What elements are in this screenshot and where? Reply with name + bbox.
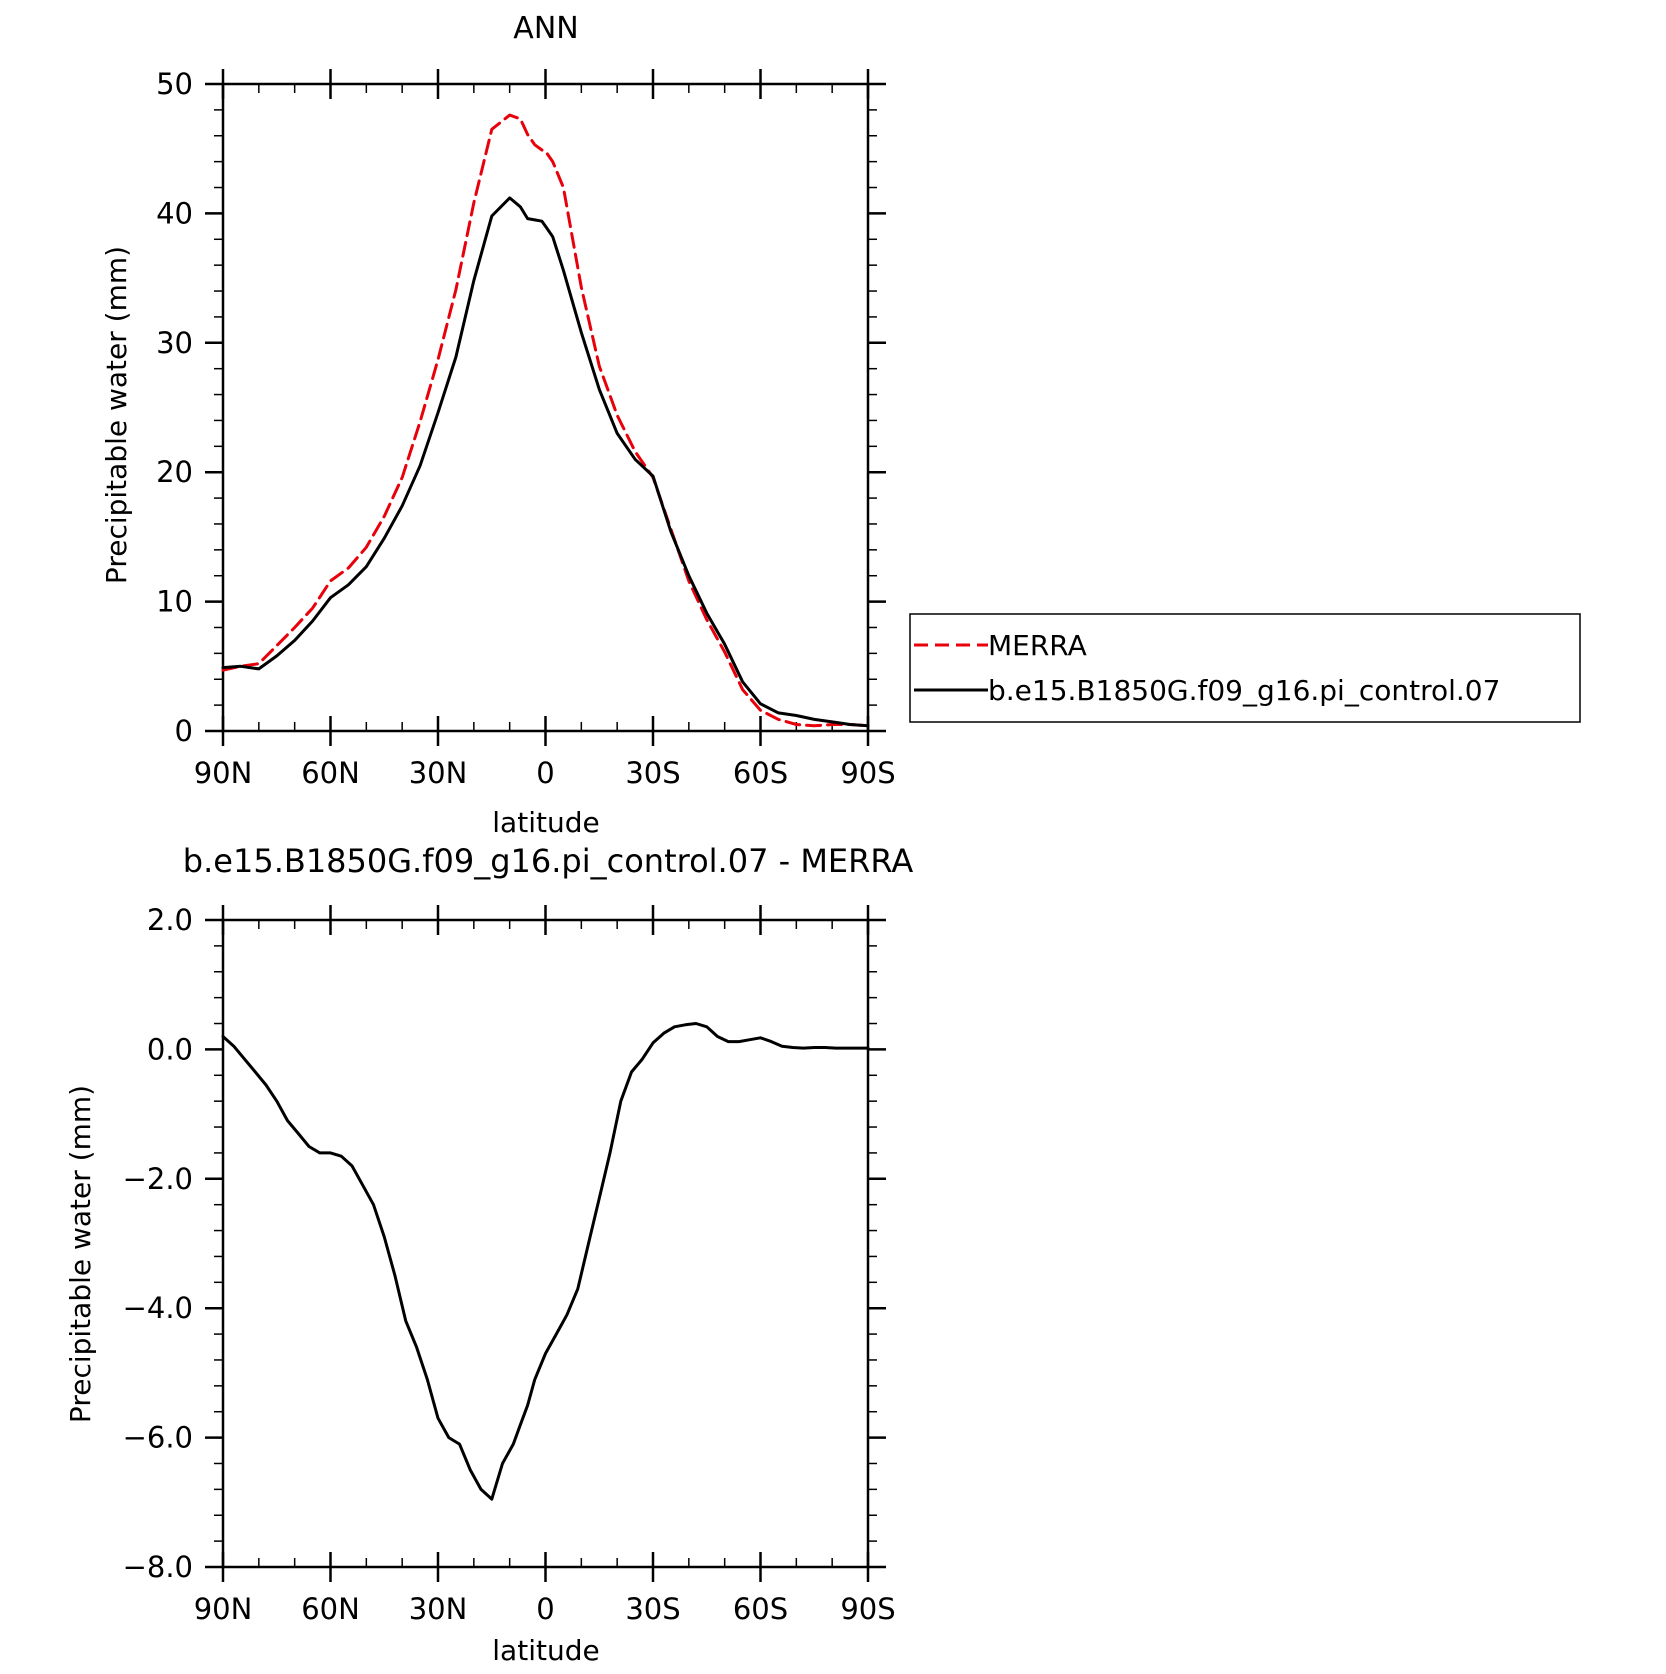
bottom-x-tick-label: 60S bbox=[733, 1592, 788, 1626]
top-y-tick-label: 40 bbox=[156, 196, 193, 230]
top-y-tick-label: 30 bbox=[156, 326, 193, 360]
top-x-tick-label: 0 bbox=[536, 756, 554, 790]
bottom-x-tick-label: 90N bbox=[194, 1592, 253, 1626]
bottom-x-tick-label: 90S bbox=[840, 1592, 895, 1626]
top-series-b-e15-b1850g-f09-g16-pi-control-07-line bbox=[221, 196, 870, 728]
top-y-tick-label: 10 bbox=[156, 585, 193, 619]
legend-label-merra: MERRA bbox=[988, 629, 1087, 662]
bottom-panel-ylabel: Precipitable water (mm) bbox=[64, 1085, 97, 1423]
top-x-tick-label: 90N bbox=[194, 756, 253, 790]
bottom-x-tick-label: 60N bbox=[301, 1592, 360, 1626]
bottom-series-difference-line bbox=[221, 1022, 870, 1501]
bottom-panel-xlabel: latitude bbox=[492, 1634, 599, 1667]
bottom-y-tick-label: 0.0 bbox=[147, 1032, 193, 1066]
top-y-tick-label: 50 bbox=[156, 67, 193, 101]
legend-box bbox=[909, 613, 1581, 723]
top-panel-ylabel: Precipitable water (mm) bbox=[100, 246, 133, 584]
top-x-tick-label: 90S bbox=[840, 756, 895, 790]
bottom-y-tick-label: 2.0 bbox=[147, 903, 193, 937]
legend: MERRA b.e15.B1850G.f09_g16.pi_control.07 bbox=[909, 613, 1581, 723]
bottom-y-tick-label: −6.0 bbox=[123, 1421, 193, 1455]
bottom-panel: b.e15.B1850G.f09_g16.pi_control.07 - MER… bbox=[64, 842, 913, 1667]
bottom-panel-title: b.e15.B1850G.f09_g16.pi_control.07 - MER… bbox=[183, 842, 914, 880]
bottom-x-tick-label: 0 bbox=[536, 1592, 554, 1626]
top-panel: ANN latitude Precipitable water (mm) 90N… bbox=[100, 11, 896, 839]
bottom-x-tick-label: 30N bbox=[409, 1592, 468, 1626]
top-panel-xlabel: latitude bbox=[492, 806, 599, 839]
bottom-y-tick-label: −8.0 bbox=[123, 1550, 193, 1584]
bottom-y-tick-label: −4.0 bbox=[123, 1291, 193, 1325]
top-x-tick-label: 60N bbox=[301, 756, 360, 790]
bottom-x-tick-label: 30S bbox=[625, 1592, 680, 1626]
top-panel-title: ANN bbox=[513, 11, 578, 46]
top-x-tick-label: 30S bbox=[625, 756, 680, 790]
bottom-y-tick-label: −2.0 bbox=[123, 1162, 193, 1196]
legend-label-model: b.e15.B1850G.f09_g16.pi_control.07 bbox=[988, 674, 1500, 707]
top-x-tick-label: 60S bbox=[733, 756, 788, 790]
top-series-merra-line bbox=[221, 113, 870, 728]
top-x-tick-label: 30N bbox=[409, 756, 468, 790]
top-y-tick-label: 20 bbox=[156, 455, 193, 489]
top-y-tick-label: 0 bbox=[175, 714, 193, 748]
